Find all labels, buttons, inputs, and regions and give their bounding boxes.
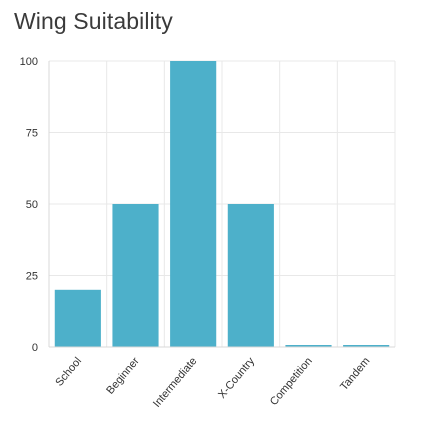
bar-beginner[interactable]	[112, 204, 159, 347]
bar-x-country[interactable]	[227, 204, 274, 347]
x-tick-label: X-Country	[216, 355, 257, 401]
x-tick-label: Tandem	[338, 355, 372, 393]
bars	[54, 61, 390, 347]
x-tick-label: Competition	[268, 355, 315, 408]
y-tick-label: 75	[26, 128, 38, 140]
y-tick-label: 0	[32, 342, 38, 354]
bar-tandem[interactable]	[343, 345, 390, 347]
x-tick-label: Beginner	[104, 355, 142, 397]
bar-intermediate[interactable]	[170, 61, 217, 347]
y-tick-label: 100	[20, 56, 38, 68]
y-tick-label: 50	[26, 199, 38, 211]
bar-school[interactable]	[54, 289, 101, 347]
x-tick-label: School	[53, 355, 84, 388]
y-tick-label: 25	[26, 271, 38, 283]
axes	[48, 61, 395, 348]
x-tick-labels: School Beginner Intermediate X-Country Compe…	[53, 355, 372, 410]
y-tick-labels: 0 25 50 75 100	[20, 56, 38, 354]
chart-title: Wing Suitability	[14, 8, 173, 34]
x-tick-label: Intermediate	[151, 355, 200, 410]
bar-competition[interactable]	[285, 345, 332, 347]
